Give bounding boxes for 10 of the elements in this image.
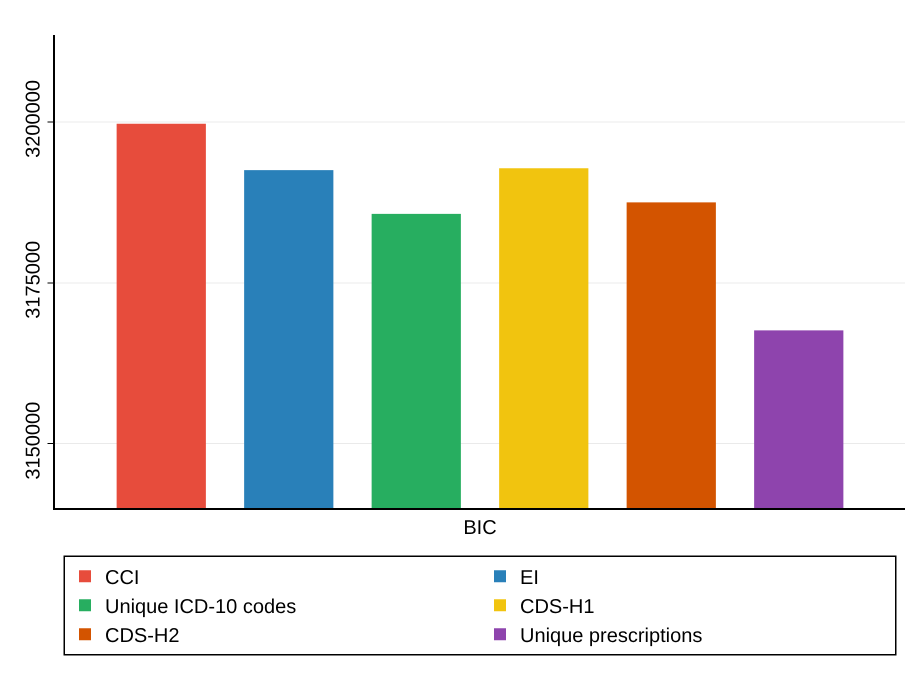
legend-label: EI: [520, 567, 539, 590]
y-tick-label: 3200000: [22, 80, 44, 158]
legend-label: Unique ICD-10 codes: [105, 596, 296, 618]
y-tick-label: 3150000: [22, 402, 44, 480]
legend-label: CCI: [105, 567, 140, 590]
legend-label: CDS-H2: [105, 625, 180, 648]
legend-label: CDS-H1: [520, 596, 594, 618]
y-tick-label: 3175000: [22, 240, 44, 319]
legend-label: Unique prescriptions: [520, 625, 702, 648]
x-tick-label: BIC: [463, 516, 497, 539]
